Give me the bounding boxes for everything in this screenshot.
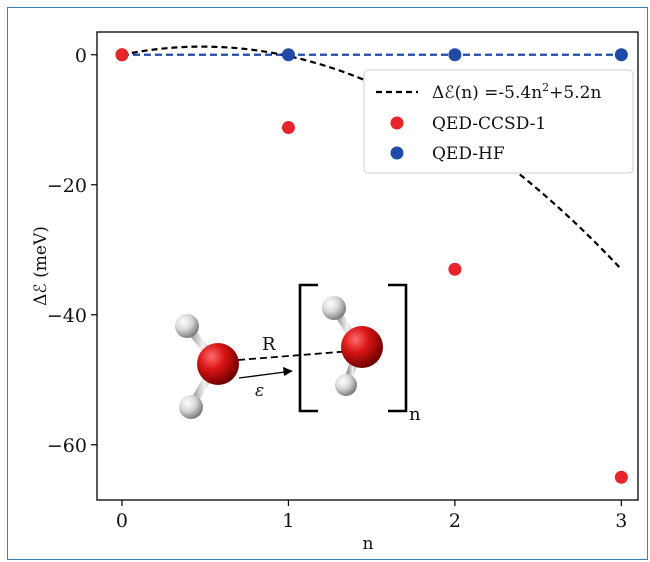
inset-water-dimer: R ε n xyxy=(175,283,421,425)
qed-ccsd-point xyxy=(614,470,628,484)
legend-hf-marker xyxy=(390,146,404,160)
y-axis-label: Δℰ (meV) xyxy=(31,226,51,306)
bracket-subscript: n xyxy=(409,404,421,425)
figure-frame xyxy=(7,7,648,560)
axis-ticks: 0 1 2 3 0 −20 −40 −60 xyxy=(47,45,628,532)
field-arrow-line xyxy=(238,371,286,379)
qed-hf-point xyxy=(614,48,628,62)
field-arrow-head xyxy=(283,367,293,376)
left-bracket xyxy=(298,283,318,413)
y-tick-label: −20 xyxy=(47,175,87,197)
right-oxygen xyxy=(341,326,383,368)
right-hydrogen-lower xyxy=(335,374,357,396)
qed-hf-point xyxy=(281,48,295,62)
field-label: ε xyxy=(255,381,264,401)
x-tick-label: 3 xyxy=(615,510,627,532)
legend-box xyxy=(363,69,634,174)
qed-ccsd-point xyxy=(448,262,462,276)
qed-ccsd-point xyxy=(115,48,129,62)
x-tick-label: 0 xyxy=(116,510,128,532)
y-tick-label: −40 xyxy=(47,305,87,327)
x-tick-label: 2 xyxy=(449,510,461,532)
r-label: R xyxy=(262,334,276,355)
left-hydrogen-lower xyxy=(179,395,203,419)
y-tick-label: 0 xyxy=(75,45,87,67)
left-hydrogen-upper xyxy=(175,314,199,338)
x-tick-label: 1 xyxy=(282,510,294,532)
qed-ccsd-point xyxy=(281,121,295,135)
right-bracket xyxy=(388,283,408,413)
right-hydrogen-upper xyxy=(322,296,346,320)
legend-ccsd-label: QED-CCSD-1 xyxy=(432,114,546,134)
y-tick-label: −60 xyxy=(47,435,87,457)
left-oxygen xyxy=(197,343,239,385)
qed-hf-point xyxy=(448,48,462,62)
legend-fit-label: Δℰ(n) =-5.4n2+5.2n xyxy=(432,81,601,103)
x-axis-label: n xyxy=(363,534,374,554)
plot-area xyxy=(96,31,639,501)
legend: Δℰ(n) =-5.4n2+5.2n QED-CCSD-1 QED-HF xyxy=(363,69,634,174)
legend-hf-label: QED-HF xyxy=(432,144,505,164)
r-distance-line xyxy=(237,350,353,361)
legend-ccsd-marker xyxy=(390,116,404,130)
